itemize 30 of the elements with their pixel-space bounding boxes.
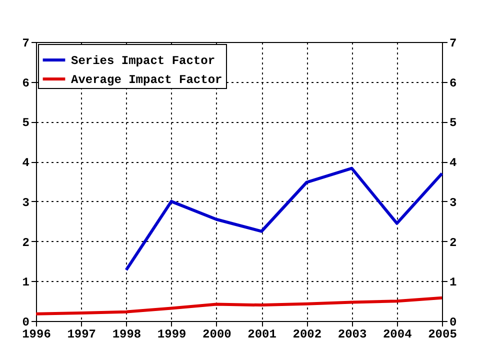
y-tick-label: 2 <box>22 236 30 250</box>
y-tick-label: 6 <box>22 76 30 90</box>
x-tick-label: 1998 <box>112 328 142 342</box>
x-tick-label: 2004 <box>382 328 412 342</box>
x-tick-label: 2005 <box>428 328 457 342</box>
y2-tick-label: 4 <box>450 156 457 170</box>
legend-label: Average Impact Factor <box>71 73 222 87</box>
line-series <box>34 296 444 316</box>
y-tick-label: 5 <box>22 116 30 130</box>
x-tick-label: 2002 <box>292 328 322 342</box>
x-tick-label: 1997 <box>67 328 96 342</box>
y2-tick-label: 6 <box>450 76 457 90</box>
y2-tick-label: 1 <box>450 276 457 290</box>
y-tick-label: 7 <box>22 36 30 50</box>
x-tick-label: 2001 <box>248 328 276 342</box>
y2-tick-label: 3 <box>450 196 457 210</box>
x-tick-label: 1999 <box>157 328 186 342</box>
x-tick-label: 2003 <box>338 328 367 342</box>
y2-tick-label: 2 <box>450 236 457 250</box>
legend-label: Series Impact Factor <box>71 54 216 68</box>
y2-tick-label: 0 <box>450 316 457 330</box>
y2-tick-label: 5 <box>450 116 457 130</box>
line-series <box>124 166 444 272</box>
y2-tick-label: 7 <box>450 36 457 50</box>
y-tick-label: 0 <box>22 316 30 330</box>
y-tick-label: 1 <box>22 276 30 290</box>
y-tick-label: 3 <box>22 196 30 210</box>
x-tick-label: 2000 <box>202 328 232 342</box>
x-tick-label: 1996 <box>22 328 51 342</box>
y-tick-label: 4 <box>22 156 30 170</box>
